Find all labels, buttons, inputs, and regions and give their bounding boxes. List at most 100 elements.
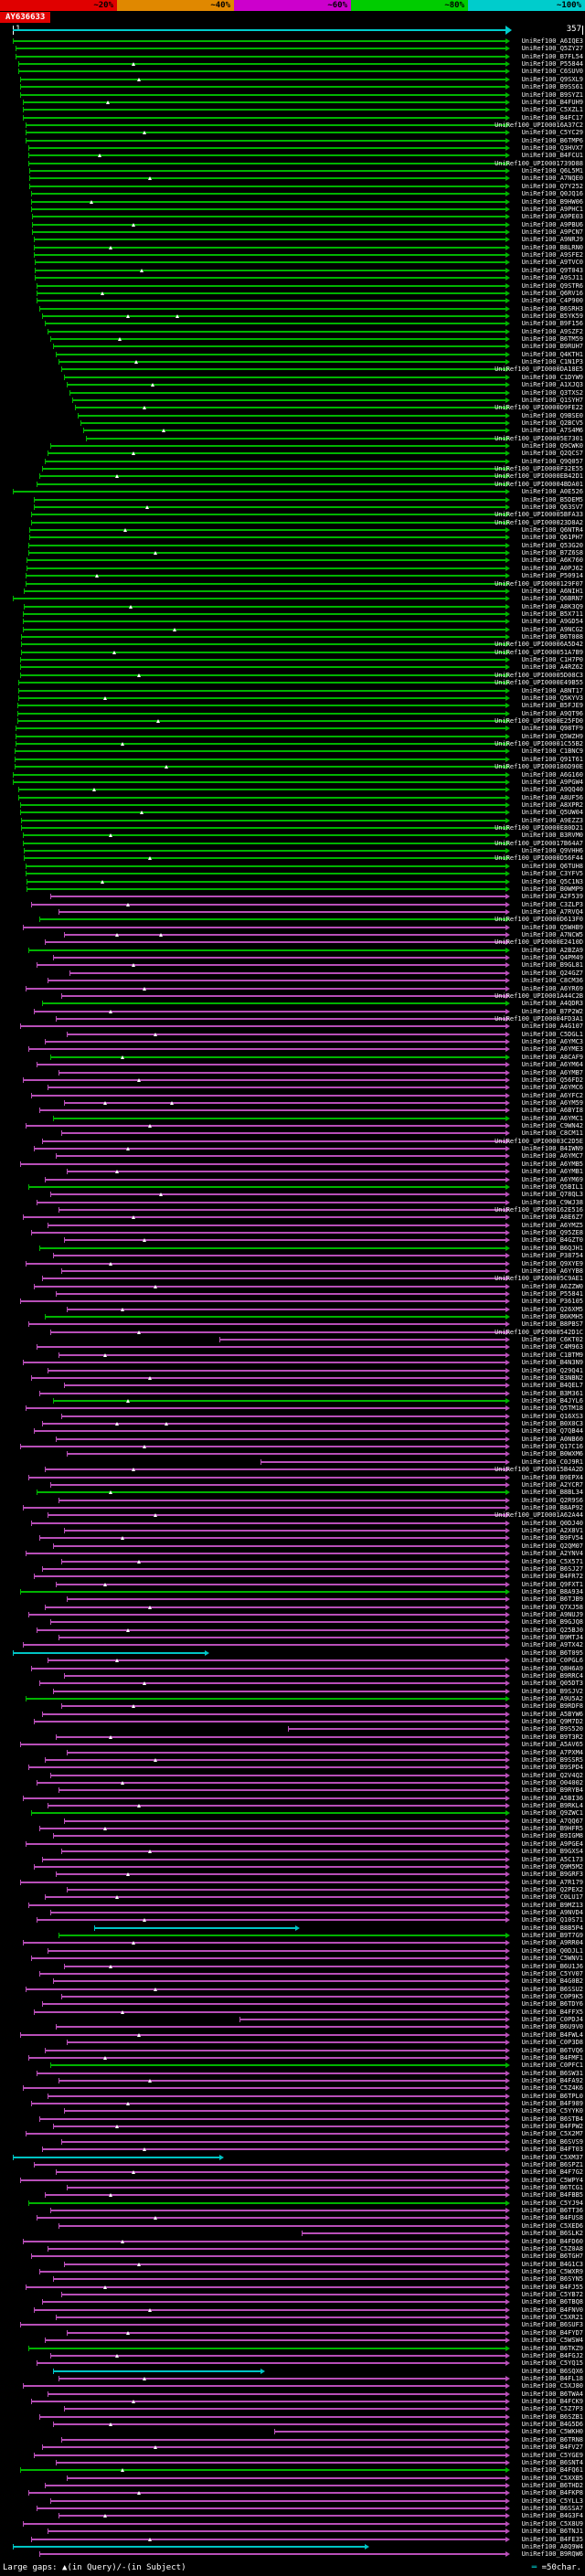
hit-label[interactable]: UniRef100_Q91T61 [521,755,583,763]
hit-bar[interactable] [13,2156,219,2158]
hit-bar[interactable] [19,2469,505,2472]
hit-bar[interactable] [19,1881,505,1883]
hit-label[interactable]: UniRef100_Q4PM49 [521,954,583,962]
hit-bar[interactable] [80,421,505,424]
hit-label[interactable]: UniRef100_A9PBU6 [521,220,583,228]
hit-label[interactable]: UniRef100_B9RUH7 [521,343,583,351]
hit-bar[interactable] [22,2240,505,2242]
hit-label[interactable]: UniRef100_B9HW06 [521,197,583,206]
hit-bar[interactable] [18,63,505,66]
hit-label[interactable]: UniRef100_Q2QM07 [521,1542,583,1550]
hit-label[interactable]: UniRef100_A6K760 [521,557,583,565]
hit-bar[interactable] [25,987,505,990]
hit-bar[interactable] [47,1224,505,1226]
hit-bar[interactable] [19,1446,505,1448]
hit-bar[interactable] [64,1819,505,1822]
hit-label[interactable]: UniRef100_B9T3R2 [521,1733,583,1741]
hit-bar[interactable] [33,246,505,249]
hit-bar[interactable] [19,1590,505,1593]
hit-bar[interactable] [52,2278,505,2281]
hit-label[interactable]: UniRef100_Q7Y252 [521,182,583,190]
hit-bar[interactable] [64,2263,505,2265]
hit-label[interactable]: UniRef100_UPI0000F32E55 [495,465,583,473]
hit-label[interactable]: UniRef100_C0LU17 [521,1893,583,1902]
hit-label[interactable]: UniRef100_A5BYW6 [521,1710,583,1718]
hit-label[interactable]: UniRef100_Q6TUH8 [521,862,583,870]
hit-label[interactable]: UniRef100_B0WXM6 [521,1450,583,1458]
hit-label[interactable]: UniRef100_B9MZ13 [521,1901,583,1909]
hit-bar[interactable] [47,1514,505,1517]
hit-bar[interactable] [60,2438,505,2441]
hit-bar[interactable] [38,2117,505,2120]
hit-label[interactable]: UniRef100_B4F7G2 [521,2168,583,2177]
hit-bar[interactable] [18,689,505,692]
hit-bar[interactable] [52,1980,505,1983]
hit-bar[interactable] [30,1232,505,1235]
hit-bar[interactable] [52,1399,505,1402]
hit-label[interactable]: UniRef100_B4FD60 [521,2237,583,2245]
hit-label[interactable]: UniRef100_B5FJE9 [521,702,583,710]
hit-label[interactable]: UniRef100_B5DEM5 [521,495,583,504]
hit-bar[interactable] [49,896,505,898]
hit-label[interactable]: UniRef100_Q1SYH7 [521,396,583,404]
hit-label[interactable]: UniRef100_C5YJ94 [521,2199,583,2207]
hit-bar[interactable] [27,1476,505,1479]
hit-bar[interactable] [24,589,505,592]
hit-bar[interactable] [38,1972,505,1975]
hit-bar[interactable] [30,2103,505,2105]
hit-label[interactable]: UniRef100_B6SUF3 [521,2321,583,2329]
hit-bar[interactable] [41,468,505,471]
hit-label[interactable]: UniRef100_C5YGE9 [521,2451,583,2459]
hit-label[interactable]: UniRef100_B4FMF1 [521,2053,583,2062]
hit-label[interactable]: UniRef100_UPI00004BDA01 [495,480,583,488]
hit-bar[interactable] [22,109,505,111]
hit-label[interactable]: UniRef100_B4FE35 [521,2535,583,2543]
hit-label[interactable]: UniRef100_Q8H6A9 [521,1664,583,1672]
hit-label[interactable]: UniRef100_C5WSW4 [521,2337,583,2345]
hit-label[interactable]: UniRef100_Q9Q057 [521,457,583,465]
hit-bar[interactable] [33,505,505,508]
hit-bar[interactable] [30,1521,505,1524]
hit-label[interactable]: UniRef100_A2YCR7 [521,1480,583,1489]
hit-label[interactable]: UniRef100_C5WPY4 [521,2176,583,2184]
hit-label[interactable]: UniRef100_C5WKH0 [521,2428,583,2436]
hit-label[interactable]: UniRef100_B9HFR5 [521,1825,583,1833]
hit-bar[interactable] [27,2056,505,2059]
hit-bar[interactable] [44,1178,505,1181]
hit-bar[interactable] [41,1423,505,1426]
hit-bar[interactable] [33,1148,505,1150]
hit-label[interactable]: UniRef100_UPI000051A7B9 [495,648,583,656]
hit-label[interactable]: UniRef100_A8K3Q9 [521,602,583,610]
hit-bar[interactable] [19,1162,505,1165]
hit-label[interactable]: UniRef100_Q7QB44 [521,1427,583,1436]
hit-label[interactable]: UniRef100_B4FL18 [521,2374,583,2382]
hit-label[interactable]: UniRef100_C5YLL3 [521,2496,583,2505]
hit-label[interactable]: UniRef100_A9EZZ3 [521,816,583,824]
hit-label[interactable]: UniRef100_B9RYB4 [521,1786,583,1795]
hit-label[interactable]: UniRef100_B7FL54 [521,52,583,60]
hit-label[interactable]: UniRef100_B4G1C3 [521,2260,583,2268]
hit-bar[interactable] [25,1842,505,1845]
hit-label[interactable]: UniRef100_B5X711 [521,610,583,618]
hit-label[interactable]: UniRef100_Q2PEX2 [521,1885,583,1893]
hit-bar[interactable] [67,2331,505,2334]
hit-bar[interactable] [55,1018,505,1020]
hit-bar[interactable] [19,1025,505,1028]
hit-bar[interactable] [60,994,505,997]
hit-label[interactable]: UniRef100_B6SLK2 [521,2230,583,2238]
hit-label[interactable]: UniRef100_C5WXR9 [521,2267,583,2275]
hit-label[interactable]: UniRef100_Q6RV16 [521,289,583,297]
hit-label[interactable]: UniRef100_A6YM64 [521,1061,583,1069]
hit-label[interactable]: UniRef100_UPI000162E516 [495,1205,583,1214]
hit-bar[interactable] [41,2446,505,2449]
hit-label[interactable]: UniRef100_B4F989 [521,2100,583,2108]
hit-label[interactable]: UniRef100_B4G0B2 [521,1977,583,1986]
hit-bar[interactable] [38,1537,505,1540]
hit-bar[interactable] [52,957,505,959]
hit-bar[interactable] [55,1583,505,1585]
hit-bar[interactable] [83,429,505,432]
hit-bar[interactable] [44,1041,505,1044]
hit-bar[interactable] [52,2423,505,2426]
hit-label[interactable]: UniRef100_C8CM11 [521,1129,583,1138]
hit-bar[interactable] [47,330,505,333]
